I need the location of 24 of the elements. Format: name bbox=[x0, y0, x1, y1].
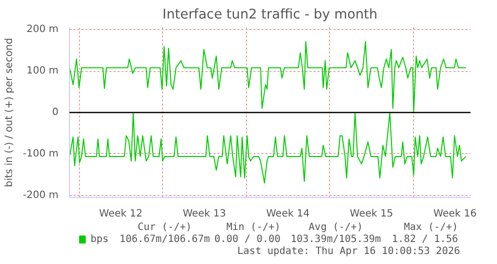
text: 1.82 / 1.56 bbox=[392, 234, 458, 245]
text: Min (-/+) bbox=[226, 222, 281, 233]
x-tick-label: Week 14 bbox=[266, 208, 310, 220]
chart-title: Interface tun2 traffic - by month bbox=[162, 8, 378, 22]
y-tick-label: -200 m bbox=[22, 190, 59, 201]
text: 106.67m/106.67m bbox=[120, 234, 210, 245]
y-tick-label: -100 m bbox=[22, 148, 59, 160]
text: Cur (-/+) bbox=[138, 222, 192, 233]
text: Avg (-/+) bbox=[308, 222, 363, 233]
text: Last update: Thu Apr 16 10:00:53 2026 bbox=[237, 246, 460, 257]
y-tick-label: 200 m bbox=[26, 24, 59, 36]
legend-label: bps bbox=[90, 234, 109, 245]
x-tick-label: Week 16 bbox=[433, 208, 477, 220]
text: Max (-/+) bbox=[404, 222, 458, 233]
line-series bbox=[70, 112, 466, 184]
x-tick-label: Week 15 bbox=[350, 208, 394, 220]
y-axis-title: bits in (-) / out (+) per second bbox=[4, 38, 15, 188]
x-tick-label: Week 13 bbox=[182, 208, 226, 220]
y-tick-label: 0 bbox=[52, 107, 59, 118]
y-tick-label: 100 m bbox=[26, 66, 59, 77]
x-tick-label: Week 12 bbox=[99, 208, 142, 220]
text: 0.00 / 0.00 bbox=[214, 234, 281, 245]
text: 103.39m/105.39m bbox=[290, 234, 381, 245]
line-series bbox=[70, 41, 466, 112]
